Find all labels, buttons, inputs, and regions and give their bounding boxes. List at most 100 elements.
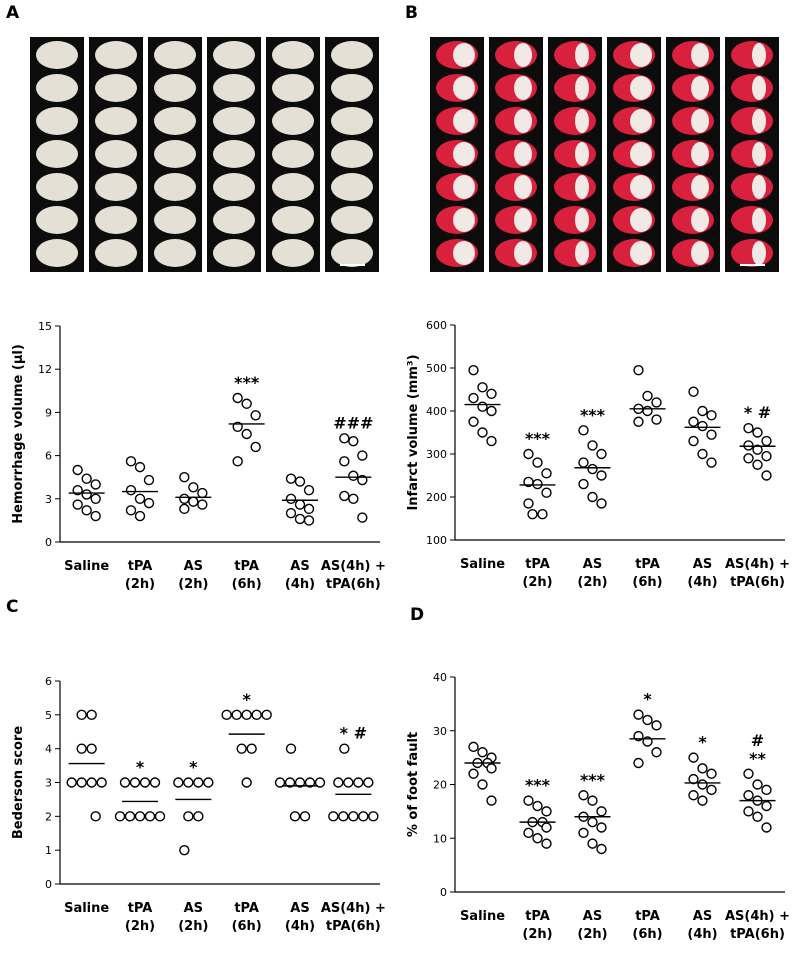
significance-mark: *: [643, 690, 652, 709]
data-point: [633, 757, 644, 769]
brain-slice-pale: [752, 241, 766, 265]
brain-slice-pale: [575, 142, 589, 166]
data-point: [90, 479, 101, 490]
x-tick-label: tPA: [525, 909, 550, 924]
data-point: [285, 743, 297, 754]
data-point: [90, 510, 101, 522]
brain-slice: [272, 206, 314, 234]
significance-mark: ***: [234, 373, 260, 392]
data-point: [743, 423, 754, 434]
brain-slice: [36, 41, 78, 69]
brain-slice: [36, 239, 78, 267]
brain-slice: [272, 239, 314, 267]
brain-slice: [95, 140, 137, 168]
significance-mark: #: [751, 731, 764, 750]
data-point: [477, 382, 488, 393]
data-point: [706, 429, 717, 440]
significance-mark: ***: [525, 776, 551, 795]
y-tick-label: 4: [45, 743, 52, 756]
brain-slice: [272, 41, 314, 69]
data-point: [241, 428, 252, 440]
brain-slice-pale: [453, 241, 475, 265]
data-point: [761, 822, 772, 833]
data-point: [578, 425, 589, 436]
brain-slice: [154, 206, 196, 234]
x-tick-label: tPA: [525, 557, 550, 572]
x-tick-label: AS: [583, 909, 602, 924]
data-point: [523, 827, 534, 839]
x-tick-label: AS: [583, 557, 602, 572]
data-point: [86, 743, 97, 754]
brain-slice-pale: [630, 208, 652, 232]
x-tick-label: AS: [290, 901, 309, 916]
data-point: [651, 397, 662, 408]
data-point: [134, 811, 146, 822]
significance-mark: ***: [580, 405, 606, 424]
data-point: [523, 448, 534, 460]
brain-slice: [154, 74, 196, 102]
data-point: [486, 795, 497, 806]
data-point: [486, 763, 497, 774]
data-point: [468, 364, 479, 376]
x-tick-label: tPA: [635, 557, 660, 572]
brain-slice: [331, 74, 373, 102]
y-axis-title: % of foot fault: [406, 732, 421, 837]
data-point: [348, 811, 359, 822]
data-point: [236, 743, 247, 754]
data-point: [125, 484, 137, 496]
data-point: [651, 414, 662, 425]
x-tick-label: Saline: [460, 909, 505, 924]
data-point: [642, 390, 653, 402]
data-point: [596, 843, 607, 855]
brain-slice-pale: [630, 109, 652, 133]
data-point: [587, 795, 598, 806]
y-tick-label: 100: [426, 534, 447, 547]
y-axis-title: Hemorrhage volume (µl): [11, 344, 26, 524]
significance-mark: * #: [744, 403, 771, 422]
data-point: [541, 838, 552, 849]
x-tick-label: (6h): [232, 577, 262, 592]
data-point: [697, 420, 708, 432]
data-point: [357, 450, 368, 461]
data-point: [706, 410, 717, 421]
data-point: [193, 811, 204, 822]
data-point: [294, 777, 306, 788]
brain-slice-pale: [752, 76, 766, 100]
y-tick-label: 600: [426, 319, 447, 332]
data-point: [697, 405, 708, 417]
data-point: [357, 512, 368, 523]
data-point: [761, 800, 772, 812]
brain-slice-pale: [453, 208, 475, 232]
data-point: [76, 777, 87, 788]
data-point: [314, 777, 326, 788]
brain-slice-pale: [630, 43, 652, 67]
data-point: [203, 777, 214, 788]
significance-mark: *: [242, 690, 251, 709]
significance-mark: *: [189, 758, 198, 777]
y-tick-label: 3: [45, 493, 52, 506]
x-tick-label: (4h): [285, 577, 315, 592]
data-point: [90, 811, 101, 822]
brain-slice-pale: [752, 208, 766, 232]
data-point: [358, 811, 369, 822]
brain-slice-pale: [630, 76, 652, 100]
brain-slice-pale: [453, 175, 475, 199]
data-point: [761, 470, 772, 481]
data-point: [143, 474, 155, 486]
panel-label: C: [6, 597, 18, 617]
data-point: [86, 709, 97, 721]
data-point: [578, 790, 589, 801]
data-point: [241, 398, 252, 409]
data-point: [143, 497, 155, 509]
data-point: [339, 743, 350, 754]
x-tick-label: AS: [184, 901, 203, 916]
x-tick-label: Saline: [64, 901, 109, 916]
data-point: [188, 482, 199, 493]
brain-slice: [331, 173, 373, 201]
data-point: [651, 747, 662, 758]
data-point: [299, 811, 311, 822]
brain-slice: [154, 41, 196, 69]
brain-slice-pale: [630, 175, 652, 199]
x-tick-label: tPA(6h): [730, 575, 785, 590]
brain-slice-pale: [691, 208, 709, 232]
